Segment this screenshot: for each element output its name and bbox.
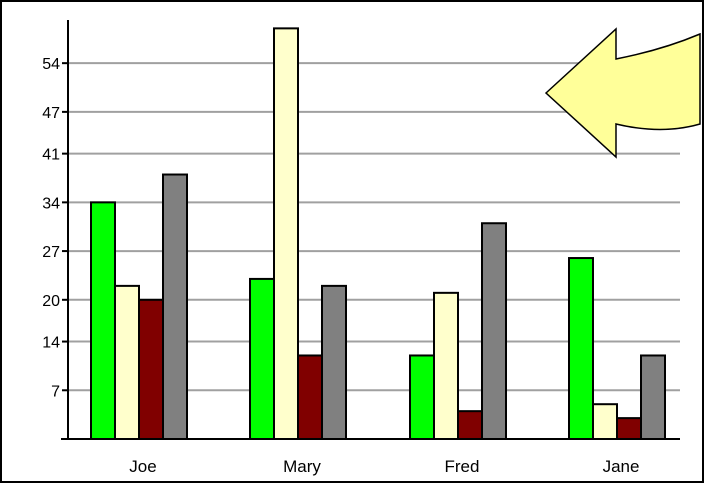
- category-label: Mary: [283, 457, 321, 476]
- category-label: Joe: [129, 457, 156, 476]
- bar: [433, 291, 459, 440]
- bar: [297, 354, 323, 441]
- bar: [457, 410, 483, 441]
- bar: [114, 284, 140, 440]
- y-tick-labels: 7 14 20 27 34 41 47 54: [42, 56, 60, 400]
- category-labels: Joe Mary Fred Jane: [129, 457, 639, 476]
- y-tick-label: 54: [42, 56, 60, 73]
- y-tick-label: 14: [42, 335, 60, 352]
- category-label: Fred: [445, 457, 480, 476]
- axes: [61, 20, 680, 440]
- bar: [616, 417, 642, 440]
- bar: [409, 354, 435, 441]
- category-label: Jane: [603, 457, 640, 476]
- y-tick-label: 20: [42, 293, 60, 310]
- bar: [568, 257, 594, 441]
- bar: [249, 277, 275, 441]
- bar: [592, 403, 618, 441]
- y-tick-label: 7: [51, 383, 60, 400]
- bar: [162, 173, 188, 441]
- bar: [273, 27, 299, 441]
- left-arrow-annotation: [544, 27, 701, 159]
- y-tick-label: 47: [42, 105, 60, 122]
- bar: [481, 222, 507, 440]
- y-tick-label: 34: [42, 195, 60, 212]
- bar: [90, 201, 116, 440]
- bar: [138, 298, 164, 440]
- bars: [90, 27, 666, 441]
- y-tick-label: 41: [42, 147, 60, 164]
- bar: [321, 284, 347, 440]
- bar: [640, 354, 666, 441]
- y-tick-label: 27: [42, 244, 60, 261]
